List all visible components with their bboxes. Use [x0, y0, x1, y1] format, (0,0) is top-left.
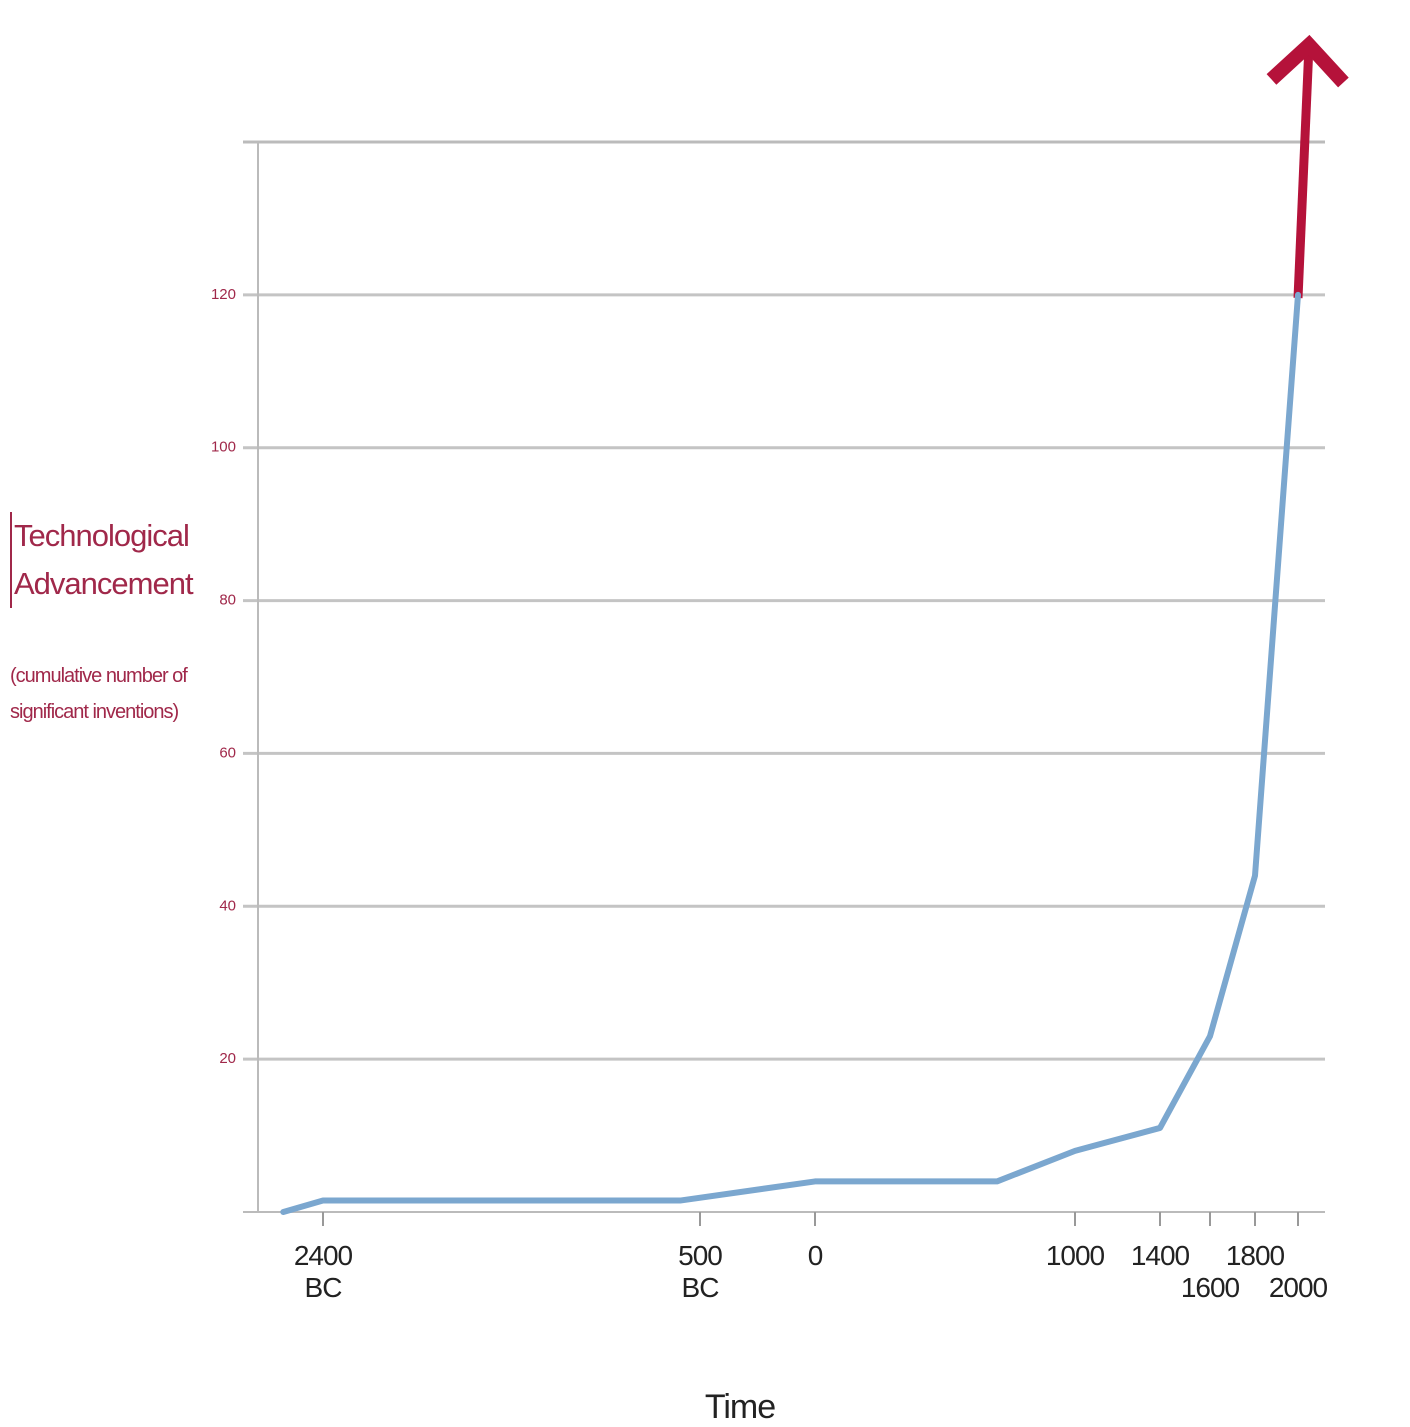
y-tick-label: 120 — [211, 286, 236, 303]
y-tick-label: 80 — [219, 592, 236, 609]
y-tick-label: 40 — [219, 897, 236, 914]
x-tick-label: 0 — [807, 1240, 824, 1271]
x-axis-title: Time — [704, 1388, 776, 1426]
y-tick-label: 100 — [211, 439, 236, 456]
y-tick-label: 20 — [219, 1050, 236, 1067]
line — [280, 291, 1301, 1215]
x-tick-label: 2000 — [1268, 1272, 1328, 1303]
x-tick-label: 1600 — [1180, 1272, 1240, 1303]
growth-arrow — [1266, 34, 1349, 299]
grid — [243, 293, 1325, 1061]
x-tick-label: 1000 — [1045, 1240, 1105, 1271]
x-tick-label: 2400 BC — [293, 1240, 353, 1303]
x-tick-label: 1800 — [1225, 1240, 1285, 1271]
x-tick-label: 1400 — [1130, 1240, 1190, 1271]
y-axis-subtitle: (cumulative number of significant invent… — [10, 665, 188, 723]
x-tick-label: 500 BC — [678, 1240, 723, 1303]
y-axis-title: Technological Advancement — [10, 512, 204, 608]
y-tick-label: 60 — [219, 744, 236, 761]
